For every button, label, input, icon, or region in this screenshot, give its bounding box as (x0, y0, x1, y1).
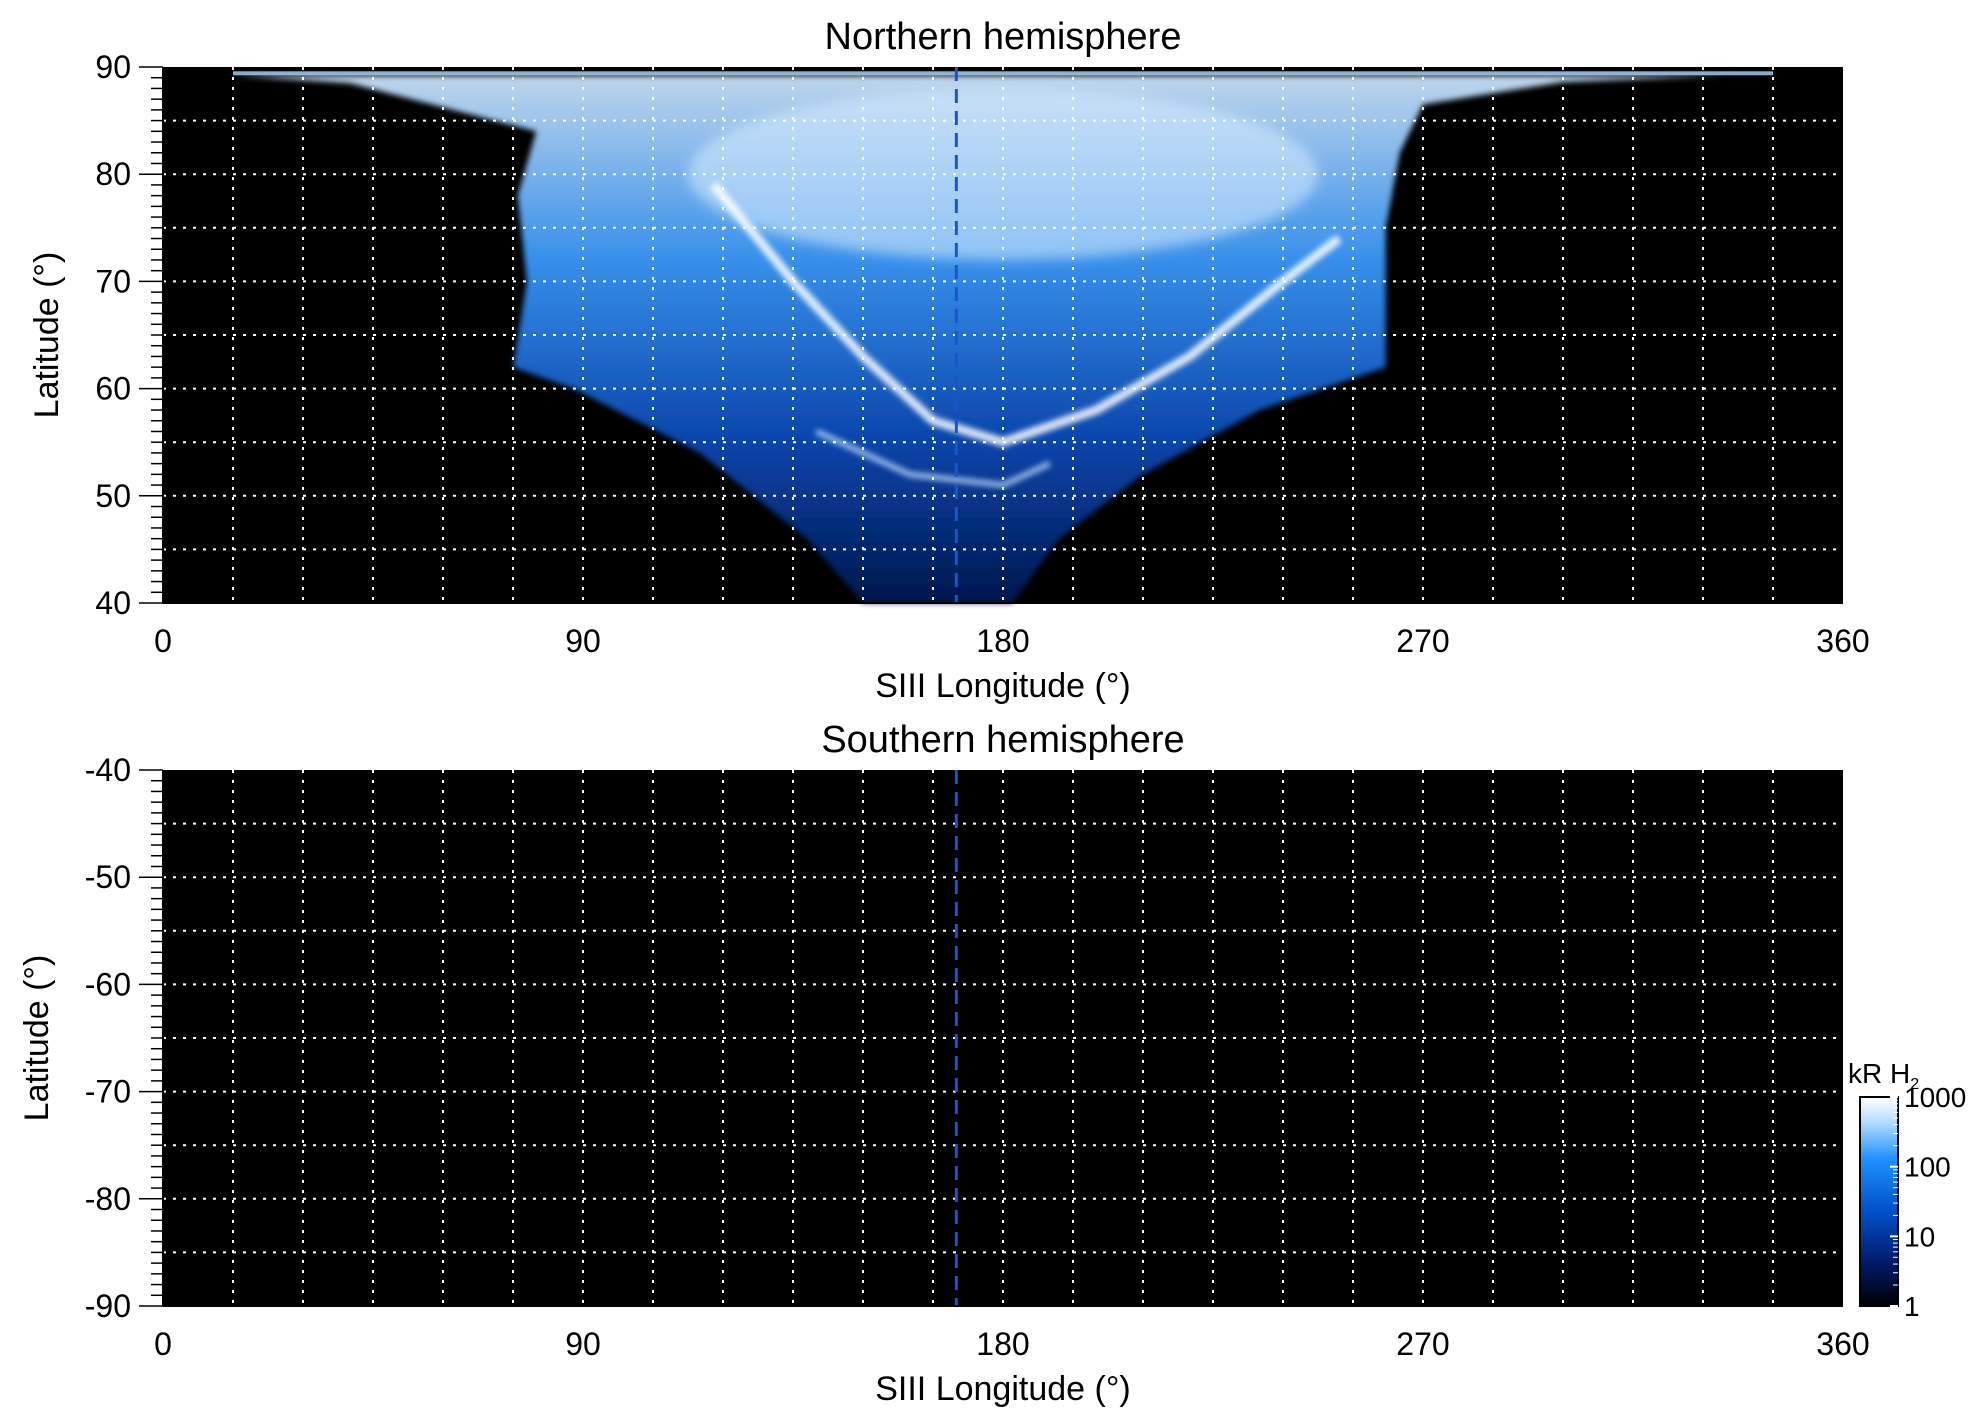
colorbar-tick-label: 100 (1904, 1152, 1951, 1183)
colorbar-tick-label: 1 (1904, 1291, 1920, 1322)
y-tick-label: 40 (95, 585, 131, 621)
polar-streak (233, 71, 1773, 76)
colorbar: kR H2 1 10 100 1000 (1848, 1058, 1966, 1322)
x-tick-label: 270 (1396, 623, 1449, 659)
colorbar-label-subscript: 2 (1910, 1076, 1919, 1093)
colorbar-ticks: 1 10 100 1000 (1890, 1082, 1966, 1322)
x-tick-label: 180 (976, 1326, 1029, 1362)
south-panel: Southern hemisphere -40 -50 -60 -70 -80 -90 0 9… (18, 719, 1870, 1408)
y-tick-label: 70 (95, 263, 131, 299)
y-tick-label: -70 (85, 1074, 131, 1110)
south-x-label: SIII Longitude (°) (875, 1370, 1131, 1408)
north-title: Northern hemisphere (825, 16, 1182, 58)
y-tick-label: -80 (85, 1181, 131, 1217)
colorbar-gradient (1859, 1096, 1899, 1307)
y-tick-label: -40 (85, 752, 131, 788)
south-grid (163, 770, 1843, 1306)
north-x-label: SIII Longitude (°) (875, 667, 1131, 705)
secondary-oval-arc (815, 428, 1051, 489)
colorbar-tick-label: 1000 (1904, 1082, 1966, 1113)
south-y-label: Latitude (°) (18, 955, 56, 1122)
x-tick-label: 360 (1816, 623, 1869, 659)
x-tick-label: 180 (976, 623, 1029, 659)
y-tick-label: 90 (95, 49, 131, 85)
x-tick-label: 0 (154, 623, 172, 659)
y-tick-label: -60 (85, 966, 131, 1002)
colorbar-tick-label: 10 (1904, 1221, 1935, 1252)
y-tick-label: 80 (95, 156, 131, 192)
south-axes: -40 -50 -60 -70 -80 -90 0 90 180 270 360 (85, 752, 1870, 1362)
x-tick-label: 0 (154, 1326, 172, 1362)
y-tick-label: -50 (85, 859, 131, 895)
north-panel: Northern hemisphere 40 50 60 70 80 90 0 90 180 27… (28, 16, 1870, 705)
north-axes: 40 50 60 70 80 90 0 90 180 270 360 (95, 49, 1869, 659)
y-tick-label: 50 (95, 478, 131, 514)
north-grid (163, 67, 1843, 603)
south-title: Southern hemisphere (821, 719, 1184, 761)
x-tick-label: 90 (565, 1326, 601, 1362)
x-tick-label: 360 (1816, 1326, 1869, 1362)
y-tick-label: 60 (95, 371, 131, 407)
y-tick-label: -90 (85, 1288, 131, 1324)
north-y-label: Latitude (°) (28, 252, 66, 419)
x-tick-label: 270 (1396, 1326, 1449, 1362)
x-tick-label: 90 (565, 623, 601, 659)
colorbar-label: kR H2 (1848, 1058, 1919, 1093)
